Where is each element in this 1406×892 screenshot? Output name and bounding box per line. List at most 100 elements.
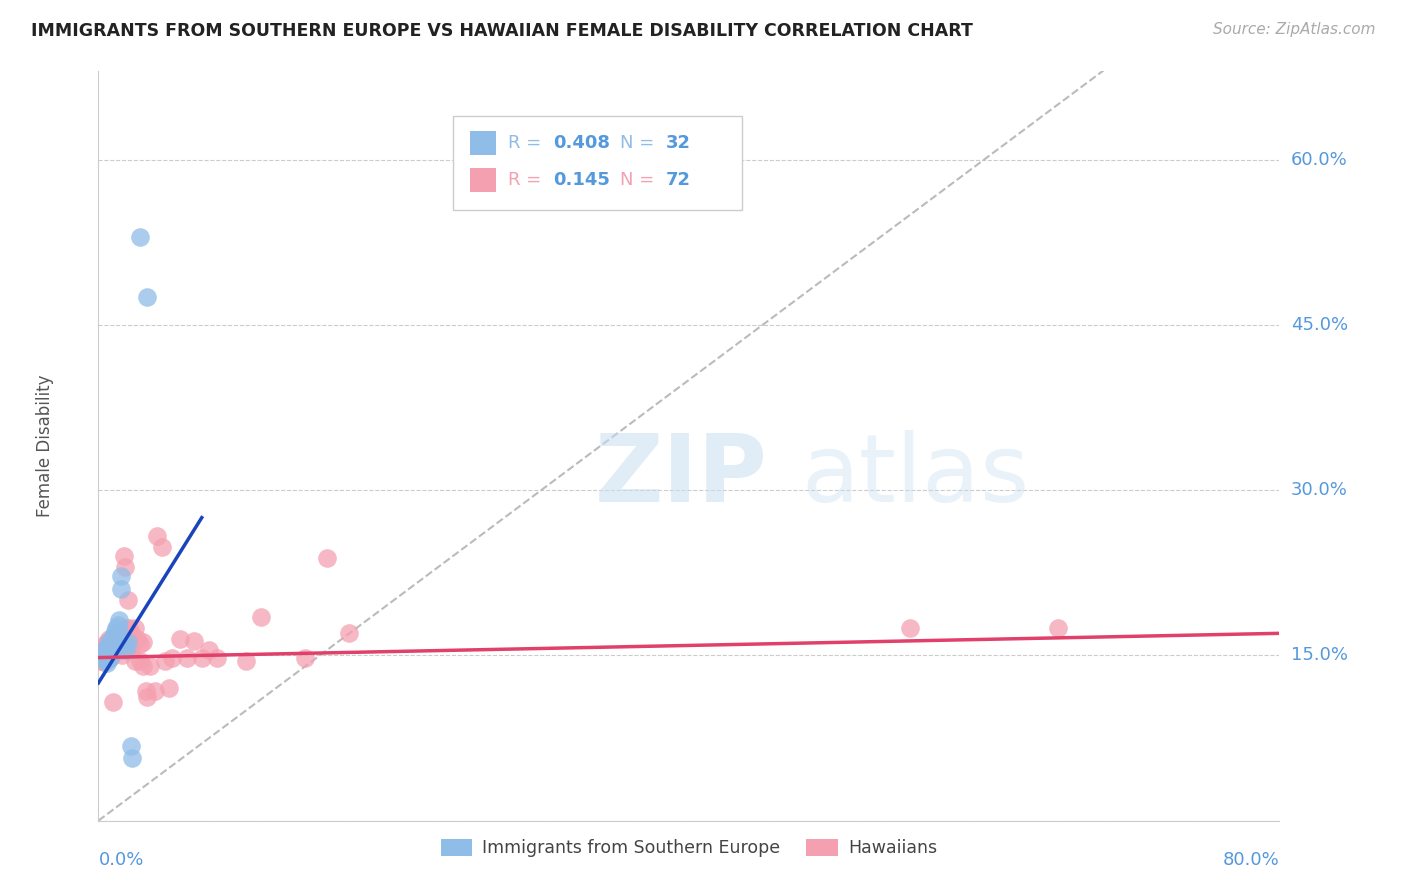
Point <box>108 624 131 639</box>
Point <box>111 648 134 663</box>
Point <box>294 650 316 665</box>
Point <box>162 650 183 665</box>
Point <box>157 681 180 696</box>
Point <box>146 529 169 543</box>
Point <box>112 628 135 642</box>
Text: 32: 32 <box>665 134 690 152</box>
Point <box>900 621 922 635</box>
Text: 72: 72 <box>665 171 690 189</box>
Point <box>100 640 122 654</box>
Point <box>110 569 132 583</box>
Point <box>139 659 162 673</box>
Text: 0.0%: 0.0% <box>98 851 143 869</box>
FancyBboxPatch shape <box>453 116 742 210</box>
Point <box>96 648 118 663</box>
Point <box>120 626 142 640</box>
Point <box>339 626 361 640</box>
Text: R =: R = <box>508 134 547 152</box>
Point <box>117 593 139 607</box>
Point <box>128 637 150 651</box>
Point <box>96 656 118 670</box>
Point <box>105 635 128 649</box>
Point <box>108 626 131 640</box>
Point <box>90 654 112 668</box>
Text: N =: N = <box>620 134 661 152</box>
Point <box>91 650 114 665</box>
Point <box>98 650 121 665</box>
Point <box>103 632 125 646</box>
Point <box>250 609 273 624</box>
Point <box>97 643 120 657</box>
Point <box>136 690 159 705</box>
Point <box>97 643 120 657</box>
Point <box>105 621 128 635</box>
Point <box>103 628 125 642</box>
Point <box>107 617 129 632</box>
Text: IMMIGRANTS FROM SOUTHERN EUROPE VS HAWAIIAN FEMALE DISABILITY CORRELATION CHART: IMMIGRANTS FROM SOUTHERN EUROPE VS HAWAI… <box>31 22 973 40</box>
Point <box>90 646 112 660</box>
Point <box>103 643 125 657</box>
FancyBboxPatch shape <box>471 130 496 154</box>
Point <box>94 637 117 651</box>
Point <box>118 621 141 635</box>
Point <box>191 650 214 665</box>
Text: 80.0%: 80.0% <box>1223 851 1279 869</box>
Point <box>176 650 198 665</box>
Point <box>100 632 122 646</box>
Text: 30.0%: 30.0% <box>1291 481 1347 500</box>
Point <box>125 632 148 646</box>
Text: 45.0%: 45.0% <box>1291 316 1348 334</box>
Point <box>96 640 118 654</box>
Point <box>97 632 120 646</box>
Point <box>100 648 122 663</box>
Point <box>104 624 127 639</box>
Point <box>110 582 132 597</box>
Point <box>98 650 121 665</box>
Point <box>97 635 120 649</box>
Point <box>235 654 257 668</box>
Point <box>115 643 138 657</box>
Legend: Immigrants from Southern Europe, Hawaiians: Immigrants from Southern Europe, Hawaiia… <box>433 832 945 864</box>
Point <box>107 632 129 646</box>
Point <box>91 643 114 657</box>
Point <box>104 637 127 651</box>
Point <box>115 621 138 635</box>
Point <box>115 643 138 657</box>
Point <box>1046 621 1070 635</box>
Point <box>110 643 132 657</box>
Text: Source: ZipAtlas.com: Source: ZipAtlas.com <box>1212 22 1375 37</box>
Point <box>121 751 143 765</box>
Point <box>100 646 122 660</box>
Point <box>205 650 228 665</box>
Point <box>136 290 159 304</box>
Point <box>124 654 146 668</box>
Point <box>93 640 115 654</box>
Point <box>105 643 128 657</box>
Point <box>90 648 112 663</box>
Point <box>120 643 142 657</box>
Point <box>124 621 146 635</box>
Text: 60.0%: 60.0% <box>1291 151 1347 169</box>
Point <box>128 654 150 668</box>
Point <box>89 650 111 665</box>
Point <box>104 640 127 654</box>
Point <box>111 628 134 642</box>
Point <box>94 648 117 663</box>
Point <box>103 695 125 709</box>
Point <box>117 632 139 646</box>
Point <box>120 739 142 753</box>
Text: 0.145: 0.145 <box>553 171 610 189</box>
Text: R =: R = <box>508 171 547 189</box>
Point <box>107 643 129 657</box>
Text: atlas: atlas <box>801 430 1029 522</box>
Point <box>128 229 150 244</box>
Point <box>98 635 121 649</box>
Point <box>98 637 121 651</box>
Point <box>94 654 117 668</box>
Point <box>118 643 141 657</box>
Point <box>114 637 136 651</box>
Point <box>104 628 127 642</box>
Point <box>105 635 128 649</box>
Point <box>169 632 191 646</box>
Point <box>150 541 173 555</box>
